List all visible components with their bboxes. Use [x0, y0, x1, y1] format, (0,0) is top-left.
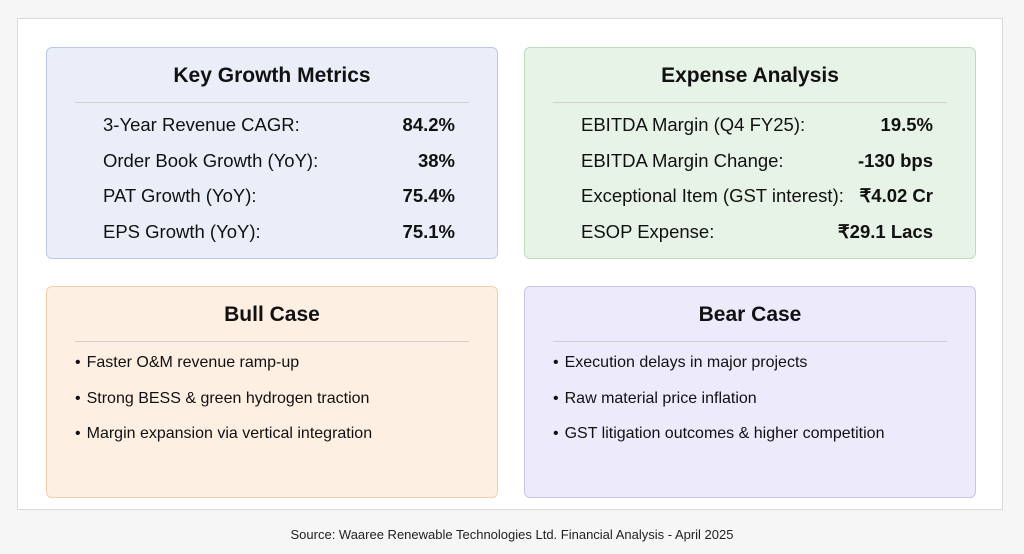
divider: [553, 102, 947, 103]
metric-value: 19.5%: [880, 114, 933, 135]
metric-value: 38%: [417, 149, 455, 171]
metric-row: Exceptional Item (GST interest): ₹4.02 C…: [581, 185, 933, 221]
metric-row: 3-Year Revenue CAGR: 84.2%: [103, 114, 455, 150]
metric-label: EBITDA Margin (Q4 FY25):: [581, 114, 806, 135]
list-item: Faster O&M revenue ramp-up: [75, 354, 477, 390]
list-item: Strong BESS & green hydrogen traction: [75, 390, 477, 426]
divider: [553, 341, 947, 342]
analysis-panel: Key Growth Metrics 3-Year Revenue CAGR: …: [17, 18, 1003, 510]
card-title: Bear Case: [698, 303, 802, 326]
metric-row: EBITDA Margin Change: -130 bps: [581, 150, 933, 186]
card-title: Expense Analysis: [661, 64, 839, 87]
metric-label: 3-Year Revenue CAGR:: [103, 114, 300, 135]
list-item: Raw material price inflation: [553, 390, 955, 426]
bear-case-card: Bear Case Execution delays in major proj…: [524, 286, 976, 498]
metric-label: Order Book Growth (YoY):: [103, 149, 319, 171]
expense-analysis-card: Expense Analysis EBITDA Margin (Q4 FY25)…: [524, 47, 976, 259]
list-item: Margin expansion via vertical integratio…: [75, 425, 477, 461]
metric-label: ESOP Expense:: [581, 220, 715, 242]
metric-row: EBITDA Margin (Q4 FY25): 19.5%: [581, 114, 933, 150]
bull-case-card: Bull Case Faster O&M revenue ramp-up Str…: [46, 286, 498, 498]
source-caption: Source: Waaree Renewable Technologies Lt…: [290, 527, 734, 542]
bullet-list: Execution delays in major projects Raw m…: [553, 354, 955, 461]
divider: [75, 102, 469, 103]
metric-row: EPS Growth (YoY): 75.1%: [103, 221, 455, 257]
metrics-list: EBITDA Margin (Q4 FY25): 19.5% EBITDA Ma…: [581, 114, 933, 256]
card-title: Bull Case: [224, 303, 320, 326]
metric-value: -130 bps: [857, 149, 933, 171]
metric-row: ESOP Expense: ₹29.1 Lacs: [581, 221, 933, 257]
metric-row: Order Book Growth (YoY): 38%: [103, 150, 455, 186]
metric-value: 75.4%: [402, 185, 455, 206]
metric-label: EPS Growth (YoY):: [103, 220, 261, 242]
metric-value: 84.2%: [402, 114, 455, 135]
list-item: GST litigation outcomes & higher competi…: [553, 425, 955, 461]
list-item: Execution delays in major projects: [553, 354, 955, 390]
key-growth-metrics-card: Key Growth Metrics 3-Year Revenue CAGR: …: [46, 47, 498, 259]
metric-label: Exceptional Item (GST interest):: [581, 185, 844, 206]
metric-value: ₹29.1 Lacs: [837, 220, 933, 242]
bullet-list: Faster O&M revenue ramp-up Strong BESS &…: [75, 354, 477, 461]
metric-value: ₹4.02 Cr: [859, 185, 933, 206]
metric-label: EBITDA Margin Change:: [581, 149, 784, 171]
metric-label: PAT Growth (YoY):: [103, 185, 257, 206]
metrics-list: 3-Year Revenue CAGR: 84.2% Order Book Gr…: [103, 114, 455, 256]
metric-value: 75.1%: [402, 220, 455, 242]
card-title: Key Growth Metrics: [173, 64, 371, 87]
divider: [75, 341, 469, 342]
metric-row: PAT Growth (YoY): 75.4%: [103, 185, 455, 221]
